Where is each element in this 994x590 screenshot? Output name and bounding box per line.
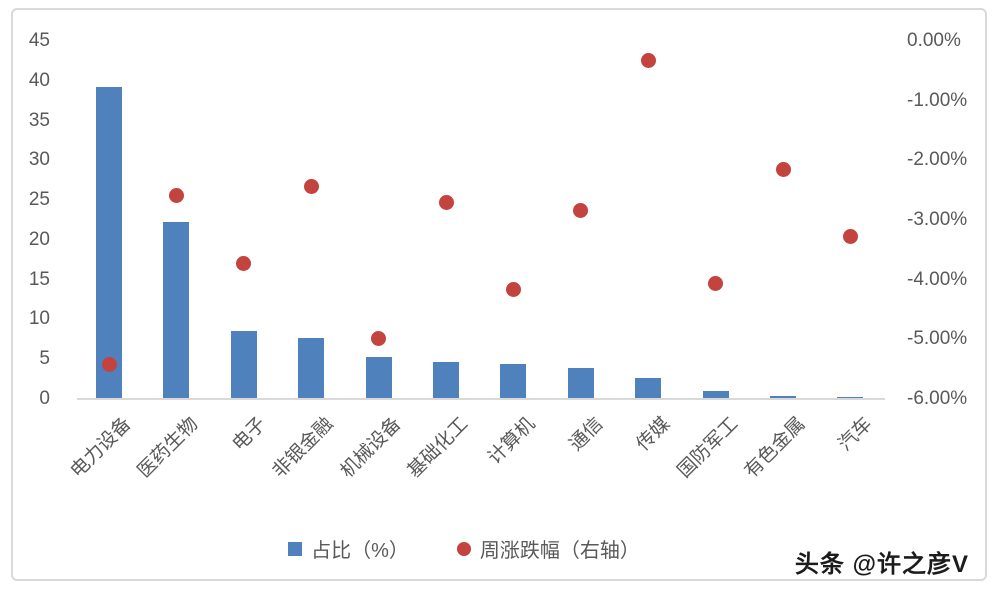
dot-series-swatch-icon [456, 541, 471, 556]
dot-计算机 [505, 281, 521, 297]
x-label-有色金属: 有色金属 [740, 413, 810, 483]
bar-series-swatch-icon [288, 541, 303, 556]
x-label-电力设备: 电力设备 [66, 413, 136, 483]
x-label-医药生物: 医药生物 [134, 413, 203, 483]
chart-frame: 45 40 35 30 25 20 15 10 5 0 0.00% -1.00% -2.00% -3.0… [11, 8, 987, 581]
legend-item-dot-series: 周涨跌幅（右轴） [456, 534, 640, 563]
x-label-汽车: 汽车 [835, 413, 877, 456]
left-axis-tick: 30 [28, 149, 50, 171]
bar-医药生物 [163, 222, 190, 399]
bar-电子 [230, 331, 257, 399]
right-axis-tick: 0.00% [907, 30, 961, 51]
left-axis-tick: 35 [28, 109, 50, 131]
dot-通信 [573, 202, 589, 218]
right-axis-tick: -3.00% [907, 209, 968, 230]
x-label-国防军工: 国防军工 [673, 413, 742, 483]
dot-非银金融 [303, 179, 319, 195]
x-label-通信: 通信 [565, 413, 608, 456]
plot-area [77, 41, 885, 400]
right-axis-tick: -5.00% [907, 328, 968, 350]
left-axis-tick: 10 [28, 308, 50, 330]
right-axis-tick: -6.00% [907, 388, 968, 409]
dot-电子 [236, 256, 252, 272]
right-axis-tick: -1.00% [907, 89, 968, 111]
left-axis-tick: 25 [28, 189, 50, 211]
left-axis-tick: 45 [28, 30, 50, 51]
left-axis-tick: 5 [39, 348, 50, 370]
dot-电力设备 [101, 356, 117, 372]
legend-item-bar-series: 占比（%） [288, 534, 409, 563]
dot-汽车 [842, 229, 858, 245]
legend-bar-label: 占比（%） [311, 540, 409, 562]
dot-传媒 [640, 53, 656, 69]
x-label-电子: 电子 [228, 413, 271, 456]
dot-国防军工 [708, 275, 724, 291]
bar-非银金融 [298, 337, 325, 399]
dot-有色金属 [775, 162, 791, 178]
bar-汽车 [837, 396, 864, 399]
left-axis-tick: 0 [39, 388, 50, 409]
bar-国防军工 [702, 391, 729, 399]
left-axis-tick: 20 [28, 228, 50, 250]
dot-医药生物 [168, 188, 184, 204]
bar-基础化工 [433, 362, 459, 399]
x-label-非银金融: 非银金融 [268, 413, 338, 483]
chart-legend: 占比（%） 周涨跌幅（右轴） [13, 534, 915, 563]
x-label-传媒: 传媒 [632, 413, 675, 456]
x-axis-line [77, 398, 885, 400]
x-label-计算机: 计算机 [484, 413, 540, 469]
bar-通信 [567, 367, 594, 399]
bar-有色金属 [770, 395, 796, 399]
watermark-text: 头条 @许之彦V [794, 551, 969, 578]
bar-传媒 [635, 378, 662, 399]
right-axis-tick: -2.00% [907, 149, 968, 171]
bar-电力设备 [96, 87, 122, 399]
x-label-基础化工: 基础化工 [403, 413, 473, 483]
legend-dot-label: 周涨跌幅（右轴） [479, 540, 640, 562]
left-axis-tick: 15 [28, 268, 50, 290]
right-axis-tick: -4.00% [907, 268, 968, 290]
dot-基础化工 [438, 195, 454, 211]
x-label-机械设备: 机械设备 [336, 413, 405, 483]
dot-机械设备 [371, 330, 387, 346]
bar-机械设备 [365, 356, 392, 399]
left-axis-tick: 40 [28, 69, 50, 91]
bar-计算机 [500, 364, 527, 399]
